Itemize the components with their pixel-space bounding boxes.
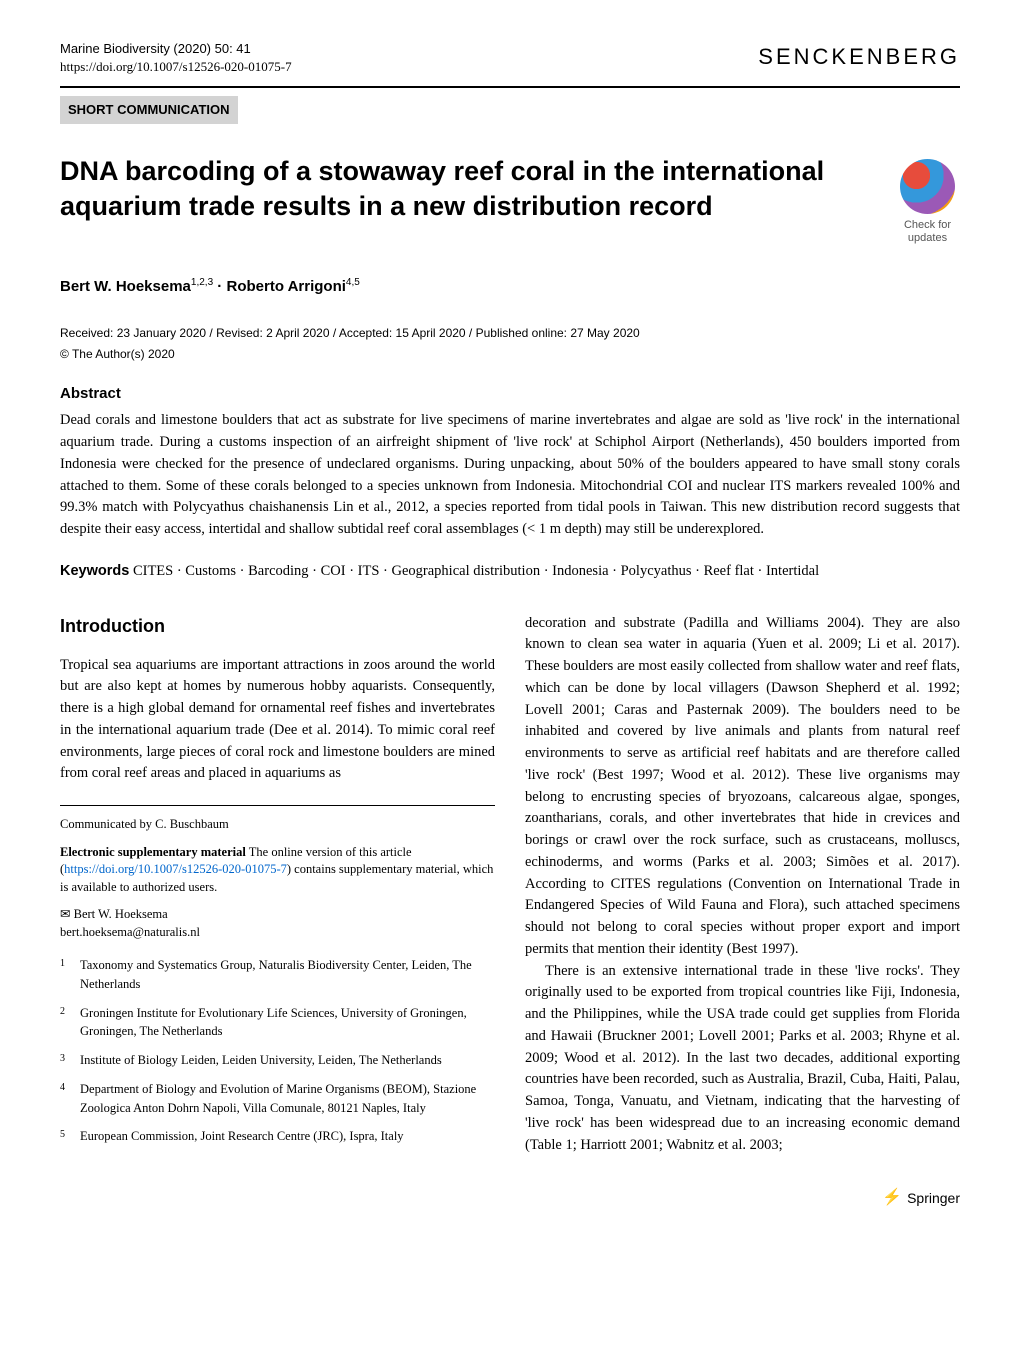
keywords-section: Keywords CITES · Customs · Barcoding · C… [60, 561, 960, 583]
affiliation-4-text: Department of Biology and Evolution of M… [80, 1080, 495, 1118]
introduction-left-text: Tropical sea aquariums are important att… [60, 655, 495, 786]
affiliation-1: 1 Taxonomy and Systematics Group, Natura… [60, 956, 495, 994]
affiliation-2-text: Groningen Institute for Evolutionary Lif… [80, 1004, 495, 1042]
check-updates-badge[interactable]: Check for updates [895, 154, 960, 250]
left-column: Introduction Tropical sea aquariums are … [60, 613, 495, 1157]
affiliation-5-text: European Commission, Joint Research Cent… [80, 1127, 495, 1146]
check-updates-text: Check for updates [900, 219, 955, 245]
article-type-badge: SHORT COMMUNICATION [60, 96, 238, 124]
check-updates-line1: Check for [904, 219, 951, 231]
copyright: © The Author(s) 2020 [60, 345, 960, 363]
introduction-heading: Introduction [60, 613, 495, 640]
springer-logo: ⚡ Springer [882, 1186, 960, 1210]
journal-name: Marine Biodiversity (2020) 50: 41 [60, 40, 292, 58]
introduction-right-text: decoration and substrate (Padilla and Wi… [525, 613, 960, 1157]
affiliation-1-num: 1 [60, 956, 80, 994]
mail-icon: ✉ [60, 907, 70, 921]
introduction-para-right-2: There is an extensive international trad… [525, 961, 960, 1157]
abstract-heading: Abstract [60, 383, 960, 406]
springer-icon: ⚡ [882, 1186, 902, 1210]
communicated-footnote: Communicated by C. Buschbaum [60, 816, 495, 834]
affiliation-3-text: Institute of Biology Leiden, Leiden Univ… [80, 1051, 495, 1070]
affiliation-2-num: 2 [60, 1004, 80, 1042]
introduction-para-right-1: decoration and substrate (Padilla and Wi… [525, 613, 960, 961]
doi-link[interactable]: https://doi.org/10.1007/s12526-020-01075… [60, 58, 292, 76]
abstract-text: Dead corals and limestone boulders that … [60, 410, 960, 541]
springer-text: Springer [907, 1188, 960, 1209]
author-1-affiliations: 1,2,3 [191, 277, 213, 288]
corresponding-email: bert.hoeksema@naturalis.nl [60, 925, 200, 939]
article-title: DNA barcoding of a stowaway reef coral i… [60, 154, 840, 224]
publication-dates: Received: 23 January 2020 / Revised: 2 A… [60, 324, 960, 342]
keywords-label: Keywords [60, 563, 129, 579]
affiliation-4: 4 Department of Biology and Evolution of… [60, 1080, 495, 1118]
journal-info: Marine Biodiversity (2020) 50: 41 https:… [60, 40, 292, 76]
corresponding-name: Bert W. Hoeksema [74, 907, 168, 921]
authors: Bert W. Hoeksema1,2,3 · Roberto Arrigoni… [60, 275, 960, 299]
author-2-name: Roberto Arrigoni [226, 278, 345, 295]
title-row: DNA barcoding of a stowaway reef coral i… [60, 154, 960, 250]
two-column-layout: Introduction Tropical sea aquariums are … [60, 613, 960, 1157]
author-separator: · [213, 278, 226, 295]
keywords-list: CITES · Customs · Barcoding · COI · ITS … [133, 563, 819, 579]
check-updates-icon [900, 159, 955, 214]
author-2-affiliations: 4,5 [346, 277, 360, 288]
affiliation-3-num: 3 [60, 1051, 80, 1070]
affiliation-4-num: 4 [60, 1080, 80, 1118]
supplementary-link[interactable]: https://doi.org/10.1007/s12526-020-01075… [64, 862, 287, 876]
corresponding-author: ✉ Bert W. Hoeksema bert.hoeksema@natural… [60, 906, 495, 941]
supplementary-footnote: Electronic supplementary material The on… [60, 844, 495, 897]
publisher-logo: SENCKENBERG [758, 40, 960, 73]
affiliation-2: 2 Groningen Institute for Evolutionary L… [60, 1004, 495, 1042]
affiliation-5-num: 5 [60, 1127, 80, 1146]
affiliation-3: 3 Institute of Biology Leiden, Leiden Un… [60, 1051, 495, 1070]
supplementary-label: Electronic supplementary material [60, 845, 246, 859]
abstract-content: Dead corals and limestone boulders that … [60, 412, 960, 537]
affiliation-1-text: Taxonomy and Systematics Group, Naturali… [80, 956, 495, 994]
check-updates-line2: updates [908, 232, 947, 244]
footnote-separator [60, 805, 495, 806]
affiliation-5: 5 European Commission, Joint Research Ce… [60, 1127, 495, 1146]
header-row: Marine Biodiversity (2020) 50: 41 https:… [60, 40, 960, 76]
separator-line [60, 86, 960, 88]
introduction-para-left: Tropical sea aquariums are important att… [60, 655, 495, 786]
springer-footer: ⚡ Springer [60, 1186, 960, 1210]
right-column: decoration and substrate (Padilla and Wi… [525, 613, 960, 1157]
author-1-name: Bert W. Hoeksema [60, 278, 191, 295]
